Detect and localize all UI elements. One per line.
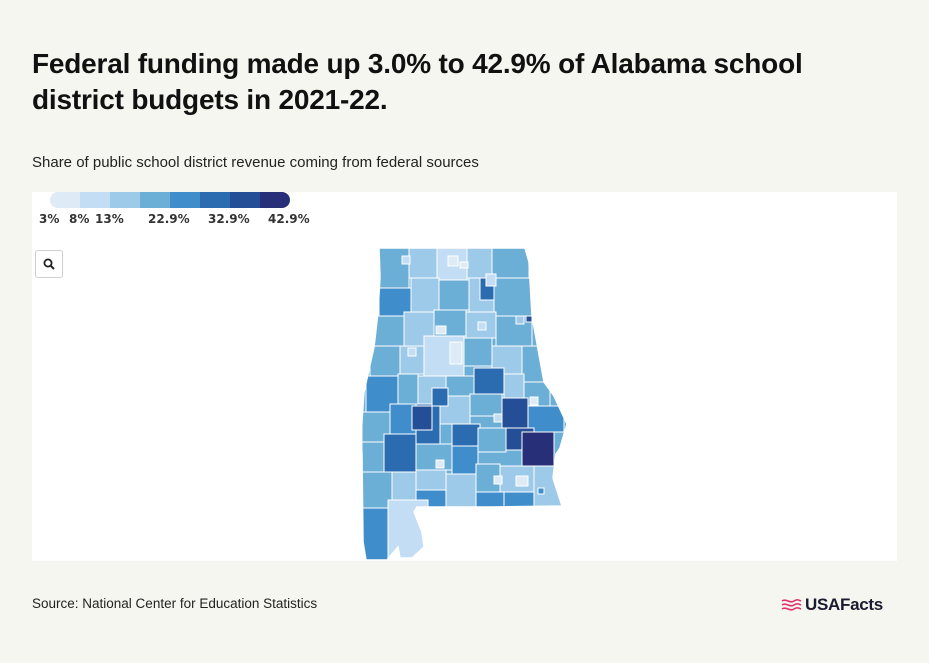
source-note: Source: National Center for Education St… <box>32 596 318 611</box>
district[interactable] <box>485 273 497 287</box>
district[interactable] <box>415 469 447 491</box>
district[interactable] <box>451 445 479 475</box>
district[interactable] <box>391 471 417 501</box>
usafacts-flag-icon <box>781 599 802 611</box>
district[interactable] <box>459 261 469 269</box>
district[interactable] <box>503 491 535 508</box>
district[interactable] <box>415 443 453 471</box>
district[interactable] <box>493 277 533 317</box>
district[interactable] <box>383 433 417 473</box>
legend-swatch-2 <box>80 192 110 208</box>
district[interactable] <box>533 465 565 509</box>
district[interactable] <box>515 315 525 325</box>
district[interactable] <box>445 473 477 508</box>
magnifier-icon <box>43 258 55 270</box>
map-panel: 3% 8% 13% 22.9% 32.9% 42.9% <box>32 192 897 561</box>
district[interactable] <box>537 487 545 495</box>
district[interactable] <box>475 491 505 508</box>
legend-swatch-1 <box>50 192 80 208</box>
district[interactable] <box>501 397 529 429</box>
district[interactable] <box>493 475 503 485</box>
district[interactable] <box>463 337 493 367</box>
district[interactable] <box>401 255 411 265</box>
legend-label: 42.9% <box>268 212 310 226</box>
district[interactable] <box>477 321 487 331</box>
district[interactable] <box>515 475 529 487</box>
legend-swatch-8 <box>260 192 290 208</box>
district[interactable] <box>469 393 503 417</box>
district[interactable] <box>491 248 530 279</box>
district[interactable] <box>431 387 449 407</box>
legend-swatch-6 <box>200 192 230 208</box>
state-outline <box>360 247 568 561</box>
district[interactable] <box>451 423 481 447</box>
district[interactable] <box>407 347 417 357</box>
legend-label: 32.9% <box>208 212 250 226</box>
district[interactable] <box>449 341 463 365</box>
alabama-map <box>360 247 568 561</box>
district[interactable] <box>435 325 447 335</box>
district[interactable] <box>369 345 401 377</box>
district[interactable] <box>525 315 533 323</box>
district[interactable] <box>438 279 470 311</box>
district[interactable] <box>410 277 440 313</box>
legend-swatch-4 <box>140 192 170 208</box>
district[interactable] <box>445 375 475 397</box>
district[interactable] <box>493 413 503 423</box>
district[interactable] <box>408 248 438 279</box>
district[interactable] <box>411 405 433 431</box>
legend-label: 3% <box>39 212 60 226</box>
district[interactable] <box>473 367 505 395</box>
district[interactable] <box>361 507 389 561</box>
legend-swatch-7 <box>230 192 260 208</box>
district[interactable] <box>373 315 405 347</box>
district[interactable] <box>529 396 539 406</box>
legend-label: 13% <box>95 212 124 226</box>
district[interactable] <box>521 431 555 467</box>
usafacts-logo[interactable]: USAFacts <box>780 594 883 616</box>
chart-subtitle: Share of public school district revenue … <box>32 154 479 171</box>
district[interactable] <box>397 373 419 405</box>
legend-swatch-3 <box>110 192 140 208</box>
district[interactable] <box>477 427 507 453</box>
legend-swatch-5 <box>170 192 200 208</box>
zoom-button[interactable] <box>35 250 63 278</box>
district[interactable] <box>447 255 459 267</box>
page-title: Federal funding made up 3.0% to 42.9% of… <box>32 48 803 115</box>
district[interactable] <box>378 248 410 289</box>
district[interactable] <box>435 459 445 469</box>
legend-color-bar <box>50 192 290 208</box>
district[interactable] <box>503 373 525 399</box>
legend-labels: 3% 8% 13% 22.9% 32.9% 42.9% <box>32 212 332 228</box>
district[interactable] <box>361 441 385 473</box>
logo-text: USAFacts <box>805 595 883 614</box>
legend-label: 22.9% <box>148 212 190 226</box>
legend-label: 8% <box>69 212 90 226</box>
